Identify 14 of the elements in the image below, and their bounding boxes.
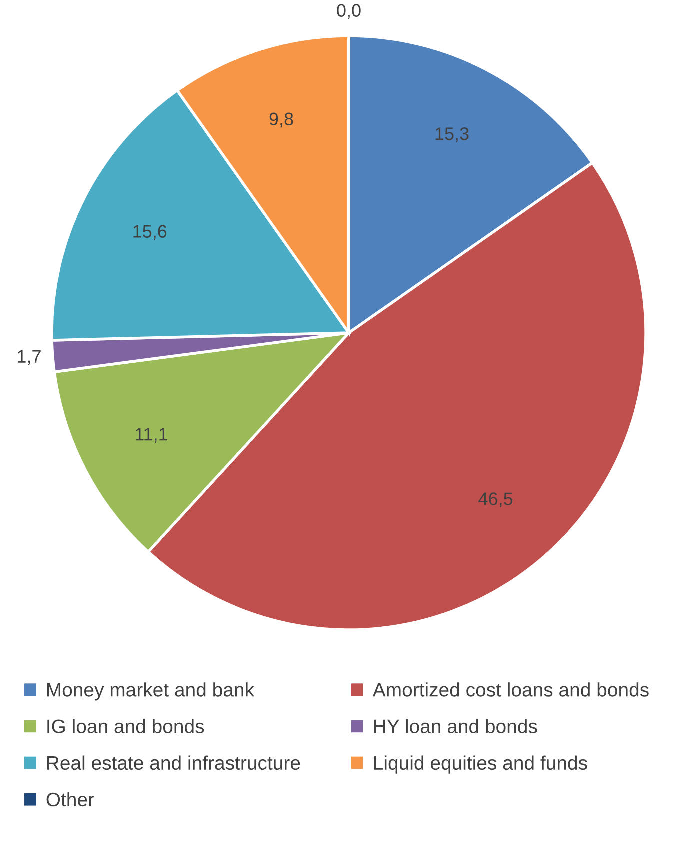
data-label: 1,7 xyxy=(18,350,41,366)
data-label: 15,3 xyxy=(436,128,469,142)
data-label: 9,8 xyxy=(270,112,294,128)
legend-label: HY loan and bonds xyxy=(374,719,538,734)
legend-label: IG loan and bonds xyxy=(48,719,204,734)
legend-label: Liquid equities and funds xyxy=(374,756,588,774)
legend-label: Money market and bank xyxy=(47,682,254,701)
data-label: 11,1 xyxy=(136,428,168,443)
legend-label: Other xyxy=(46,792,94,807)
text: 0,0 xyxy=(337,4,361,20)
data-label: 46,5 xyxy=(478,492,513,508)
data-label: 15,6 xyxy=(134,225,167,240)
legend-label: Amortized cost loans and bonds xyxy=(372,682,649,697)
legend-label: Real estate and infrastructure xyxy=(47,756,300,770)
